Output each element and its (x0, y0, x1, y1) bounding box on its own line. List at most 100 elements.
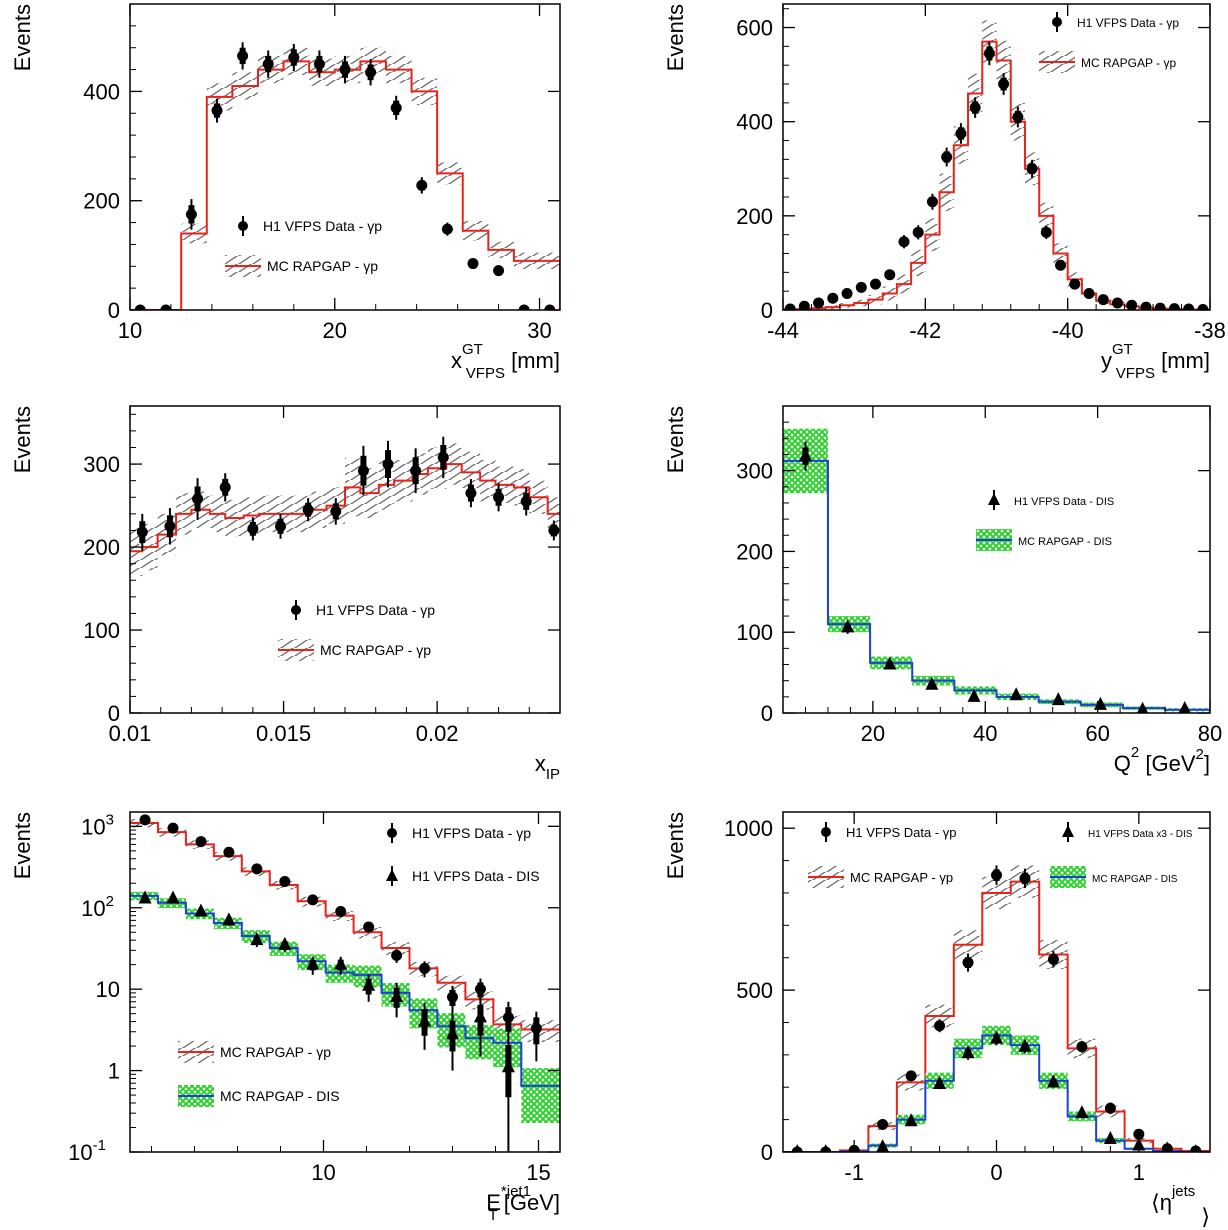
data-point-triangle (883, 656, 897, 670)
x-tick-label: 30 (527, 318, 551, 343)
chart-panel-xvfps: 10 20 30 0 200 400 Events xGT VFPS [mm] H1 VFPS D… (10, 3, 561, 382)
mc-series (130, 818, 560, 1043)
data-point-circle (447, 991, 458, 1003)
data-point-triangle (1103, 1131, 1117, 1145)
data-point-circle (1055, 259, 1067, 271)
x-tick-label: 10 (118, 318, 142, 343)
data-point-circle (1104, 1102, 1116, 1114)
data-point-triangle (1009, 687, 1023, 701)
data-point-circle (493, 491, 505, 503)
data-series (798, 441, 1191, 713)
legend-label: H1 VFPS Data - γp (1077, 16, 1179, 30)
y-tick-label: 100 (736, 620, 773, 645)
y-tick-label: 200 (736, 204, 773, 229)
data-point-circle (962, 957, 974, 969)
data-point-circle (330, 505, 342, 517)
plot-area (130, 814, 560, 1152)
legend-marker-triangle (988, 493, 1000, 505)
data-series (791, 865, 1202, 1152)
data-point-circle (279, 876, 291, 888)
legend-marker-circle (821, 827, 831, 837)
data-point-circle (983, 47, 995, 59)
mc-step-line (783, 880, 1210, 1152)
data-point-triangle (501, 1059, 515, 1073)
x-tick-label: 80 (1198, 721, 1222, 746)
legend-marker-triangle (386, 869, 398, 881)
data-point-circle (419, 962, 431, 974)
y-tick-label: 200 (83, 535, 120, 560)
y-tick-label: 0 (108, 701, 120, 726)
data-point-circle (1040, 226, 1052, 238)
data-point-circle (288, 52, 300, 64)
y-tick-label: 102 (81, 893, 114, 921)
legend-label: H1 VFPS Data - DIS (1014, 496, 1114, 508)
data-point-circle (1097, 294, 1109, 306)
data-point-triangle (1075, 1105, 1089, 1119)
data-series (138, 890, 515, 1152)
legend-entry: H1 VFPS Data - γp (821, 822, 957, 842)
data-point-triangle (306, 956, 320, 970)
data-point-triangle (446, 1026, 459, 1040)
data-point-circle (1168, 303, 1180, 310)
mc-step-line (130, 894, 560, 1087)
data-point-circle (416, 179, 428, 191)
data-point-triangle (904, 1113, 918, 1127)
y-axis-label: Events (10, 812, 35, 879)
x-tick-label: 15 (526, 1160, 550, 1185)
x-axis-label: yGT VFPS [mm] (1101, 341, 1210, 382)
data-point-circle (548, 524, 560, 536)
data-point-circle (1012, 111, 1024, 123)
y-axis-label: Events (10, 406, 35, 473)
x-tick-label: 20 (323, 318, 347, 343)
data-series (139, 814, 542, 1062)
legend-entry: H1 VFPS Data - DIS (988, 490, 1114, 510)
data-point-triangle (1178, 700, 1191, 713)
data-point-triangle (194, 903, 208, 917)
legend-entry: MC RAPGAP - DIS (976, 529, 1112, 551)
y-tick-label: 200 (736, 539, 773, 564)
data-point-circle (813, 297, 825, 309)
y-tick-label: 100 (83, 618, 120, 643)
plot-area (783, 428, 1210, 713)
data-series (784, 41, 1209, 310)
data-point-circle (870, 278, 882, 290)
data-point-circle (185, 208, 197, 220)
data-point-circle (530, 1022, 542, 1034)
data-point-circle (339, 64, 351, 76)
data-point-circle (192, 493, 204, 505)
x-tick-label: 0 (990, 1160, 1002, 1185)
data-point-triangle (166, 890, 180, 904)
data-point-circle (195, 836, 207, 848)
plot-frame (129, 811, 561, 1153)
plot-frame (782, 405, 1211, 714)
legend-label: MC RAPGAP - γp (1081, 56, 1176, 70)
mc-band (521, 1068, 560, 1123)
x-axis-label: ⟨ηjets ⟩ (1151, 1183, 1210, 1229)
data-point-circle (237, 50, 249, 62)
legend-label: MC RAPGAP - γp (220, 1044, 331, 1060)
data-point-circle (969, 102, 981, 114)
data-point-circle (905, 1070, 917, 1082)
data-point-circle (363, 921, 375, 933)
x-tick-label: 0.01 (109, 721, 152, 746)
y-tick-label: 400 (736, 110, 773, 135)
x-tick-label: 0.015 (256, 721, 311, 746)
y-tick-label: 0 (761, 1140, 773, 1165)
y-tick-label: 103 (81, 811, 114, 839)
data-point-triangle (250, 932, 264, 946)
data-point-circle (247, 523, 259, 535)
data-series (793, 1030, 1200, 1152)
mc-band (353, 965, 382, 988)
data-point-circle (544, 304, 556, 310)
data-point-circle (1083, 288, 1095, 300)
x-axis-label: xGT VFPS [mm] (451, 341, 560, 382)
data-point-circle (160, 304, 172, 310)
data-point-triangle (798, 448, 812, 462)
data-point-circle (1111, 297, 1123, 309)
data-point-circle (855, 281, 867, 293)
y-tick-label: 0 (761, 701, 773, 726)
data-point-circle (382, 458, 394, 470)
data-point-circle (313, 58, 325, 70)
data-point-circle (877, 1118, 889, 1130)
data-point-triangle (841, 619, 855, 633)
